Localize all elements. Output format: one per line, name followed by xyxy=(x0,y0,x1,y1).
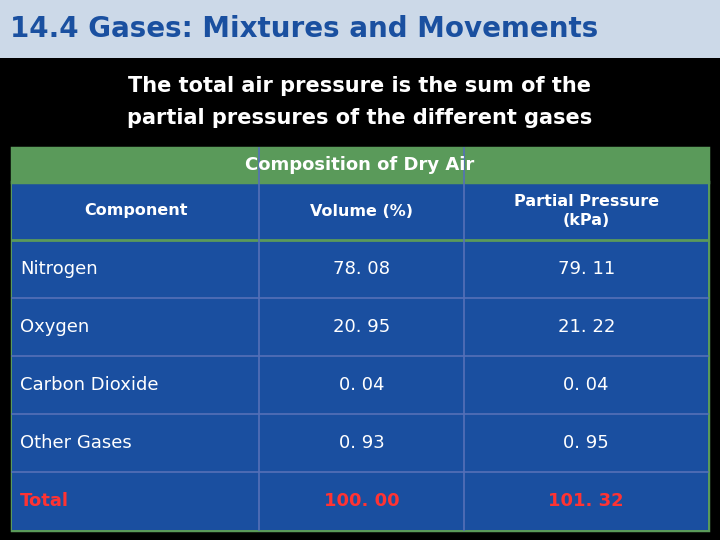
Text: The total air pressure is the sum of the: The total air pressure is the sum of the xyxy=(128,76,592,96)
Bar xyxy=(12,298,708,356)
Text: Volume (%): Volume (%) xyxy=(310,204,413,219)
Text: Oxygen: Oxygen xyxy=(20,318,89,336)
Text: 0. 93: 0. 93 xyxy=(339,434,384,452)
Text: Composition of Dry Air: Composition of Dry Air xyxy=(246,156,474,174)
Text: Partial Pressure
(kPa): Partial Pressure (kPa) xyxy=(513,194,659,228)
Text: 101. 32: 101. 32 xyxy=(549,492,624,510)
Text: 0. 04: 0. 04 xyxy=(564,376,609,394)
Text: 0. 95: 0. 95 xyxy=(563,434,609,452)
Bar xyxy=(12,148,708,530)
Bar xyxy=(0,0,720,58)
Text: Carbon Dioxide: Carbon Dioxide xyxy=(20,376,158,394)
Text: Total: Total xyxy=(20,492,69,510)
Bar xyxy=(12,148,708,182)
Text: 79. 11: 79. 11 xyxy=(557,260,615,278)
Bar xyxy=(12,356,708,414)
Bar xyxy=(12,182,708,240)
Text: Other Gases: Other Gases xyxy=(20,434,132,452)
Text: 0. 04: 0. 04 xyxy=(339,376,384,394)
Text: Nitrogen: Nitrogen xyxy=(20,260,98,278)
Bar xyxy=(12,472,708,530)
Text: Component: Component xyxy=(84,204,187,219)
Text: 100. 00: 100. 00 xyxy=(324,492,400,510)
Text: 14.4 Gases: Mixtures and Movements: 14.4 Gases: Mixtures and Movements xyxy=(10,15,598,43)
Text: 78. 08: 78. 08 xyxy=(333,260,390,278)
Bar xyxy=(12,414,708,472)
Bar xyxy=(12,240,708,298)
Text: 21. 22: 21. 22 xyxy=(557,318,615,336)
Text: partial pressures of the different gases: partial pressures of the different gases xyxy=(127,108,593,128)
Text: 20. 95: 20. 95 xyxy=(333,318,390,336)
